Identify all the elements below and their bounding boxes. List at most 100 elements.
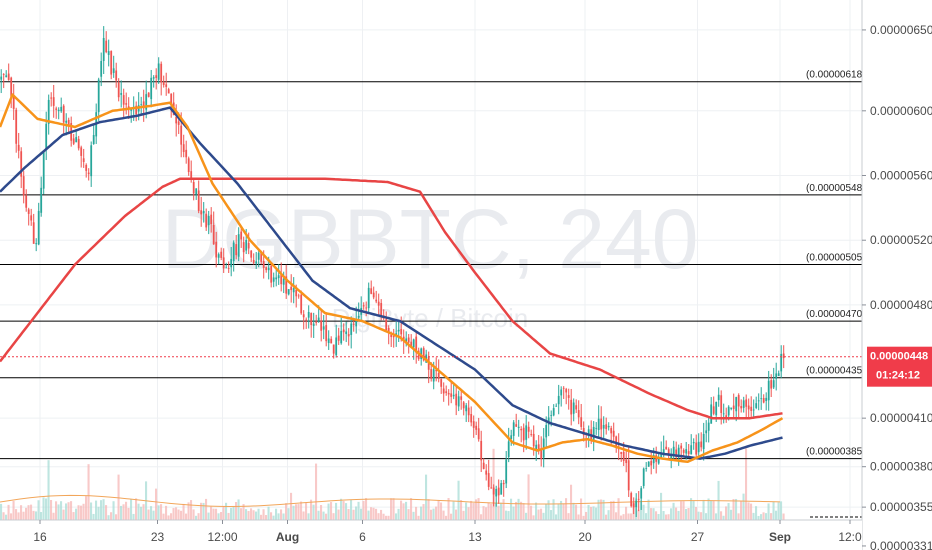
volume-bar bbox=[547, 500, 550, 520]
volume-bar bbox=[245, 509, 248, 520]
candle-body bbox=[235, 244, 238, 256]
volume-bar bbox=[527, 474, 530, 520]
candle-body bbox=[732, 405, 735, 410]
candle-body bbox=[197, 190, 200, 212]
volume-bar bbox=[597, 499, 600, 520]
candle-body bbox=[75, 137, 78, 143]
candle-body bbox=[50, 97, 53, 99]
fib-label: (0.00000505) bbox=[806, 252, 866, 263]
volume-bar bbox=[210, 506, 213, 520]
volume-bar bbox=[380, 509, 383, 520]
volume-bar bbox=[132, 513, 135, 520]
candle-body bbox=[380, 302, 383, 317]
volume-bar bbox=[325, 513, 328, 520]
candle-body bbox=[760, 398, 763, 400]
volume-bar bbox=[207, 512, 210, 520]
volume-bar bbox=[462, 510, 465, 520]
volume-bar bbox=[357, 501, 360, 520]
candle-body bbox=[577, 410, 580, 418]
candle-body bbox=[455, 393, 458, 406]
price-axis-bg bbox=[862, 0, 932, 550]
volume-bar bbox=[672, 502, 675, 520]
candle-body bbox=[117, 82, 120, 98]
candle-body bbox=[730, 407, 733, 409]
volume-bar bbox=[220, 512, 223, 520]
candle-body bbox=[575, 405, 578, 410]
candle-body bbox=[537, 444, 540, 452]
candle-body bbox=[182, 144, 185, 153]
candle-body bbox=[750, 406, 753, 411]
volume-bar bbox=[5, 514, 8, 520]
candle-body bbox=[22, 176, 25, 196]
volume-bar bbox=[45, 498, 48, 520]
candle-body bbox=[230, 258, 233, 268]
candle-body bbox=[32, 222, 35, 244]
candle-body bbox=[260, 251, 263, 262]
volume-bar bbox=[270, 512, 273, 520]
volume-bars bbox=[0, 448, 785, 520]
volume-bar bbox=[117, 474, 120, 520]
volume-bar bbox=[240, 508, 243, 520]
volume-bar bbox=[202, 502, 205, 520]
candle-body bbox=[642, 468, 645, 486]
volume-bar bbox=[217, 513, 220, 520]
y-tick-label: 0.00000380 bbox=[870, 460, 932, 474]
volume-bar bbox=[47, 460, 50, 520]
candle-body bbox=[112, 68, 115, 73]
candle-body bbox=[275, 277, 278, 280]
volume-bar bbox=[725, 506, 728, 520]
volume-bar bbox=[167, 515, 170, 520]
volume-bar bbox=[130, 499, 133, 520]
price-axis[interactable]: 0.00000650 0.00000600 0.00000560 0.00000520… bbox=[861, 0, 932, 550]
volume-bar bbox=[92, 513, 95, 520]
candle-body bbox=[252, 259, 255, 263]
volume-bar bbox=[155, 488, 158, 520]
volume-bar bbox=[667, 514, 670, 520]
candle-body bbox=[180, 125, 183, 145]
volume-bar bbox=[267, 506, 270, 520]
volume-bar bbox=[777, 502, 780, 520]
y-tick-label: 0.00000410 bbox=[870, 411, 932, 425]
candle-body bbox=[287, 289, 290, 295]
volume-bar bbox=[170, 513, 173, 520]
candle-body bbox=[632, 503, 635, 508]
volume-bar bbox=[562, 503, 565, 520]
candle-body bbox=[292, 288, 295, 293]
x-tick-label: 6 bbox=[359, 530, 366, 544]
candle-body bbox=[257, 252, 260, 260]
candle-body bbox=[295, 289, 298, 297]
candle-body bbox=[315, 322, 318, 323]
candle-body bbox=[122, 95, 125, 105]
volume-bar bbox=[62, 509, 65, 520]
volume-bar bbox=[337, 509, 340, 520]
time-axis[interactable]: 16 23 12:00 Aug 6 13 20 27 Sep 12:0 bbox=[0, 519, 862, 550]
candle-body bbox=[782, 353, 785, 359]
volume-bar bbox=[625, 506, 628, 520]
volume-bar bbox=[50, 500, 53, 520]
candle-body bbox=[90, 145, 93, 177]
volume-bar bbox=[320, 505, 323, 520]
candle-body bbox=[227, 268, 230, 269]
candle-body bbox=[415, 336, 418, 353]
volume-bar bbox=[457, 480, 460, 520]
candle-body bbox=[265, 267, 268, 271]
countdown-timer: 01:24:12 bbox=[876, 370, 920, 382]
volume-bar bbox=[782, 513, 785, 520]
volume-bar bbox=[82, 503, 85, 520]
candle-body bbox=[502, 482, 505, 485]
chart-grid bbox=[0, 0, 862, 547]
volume-bar bbox=[10, 513, 13, 520]
volume-bar bbox=[172, 508, 175, 520]
candle-body bbox=[775, 373, 778, 379]
volume-bar bbox=[545, 504, 548, 520]
candle-body bbox=[552, 408, 555, 416]
volume-bar bbox=[285, 503, 288, 520]
volume-bar bbox=[52, 512, 55, 520]
candle-body bbox=[142, 101, 145, 109]
candle-body bbox=[450, 393, 453, 397]
candle-body bbox=[610, 428, 613, 434]
volume-bar bbox=[187, 502, 190, 520]
candle-body bbox=[352, 323, 355, 325]
volume-bar bbox=[250, 508, 253, 520]
